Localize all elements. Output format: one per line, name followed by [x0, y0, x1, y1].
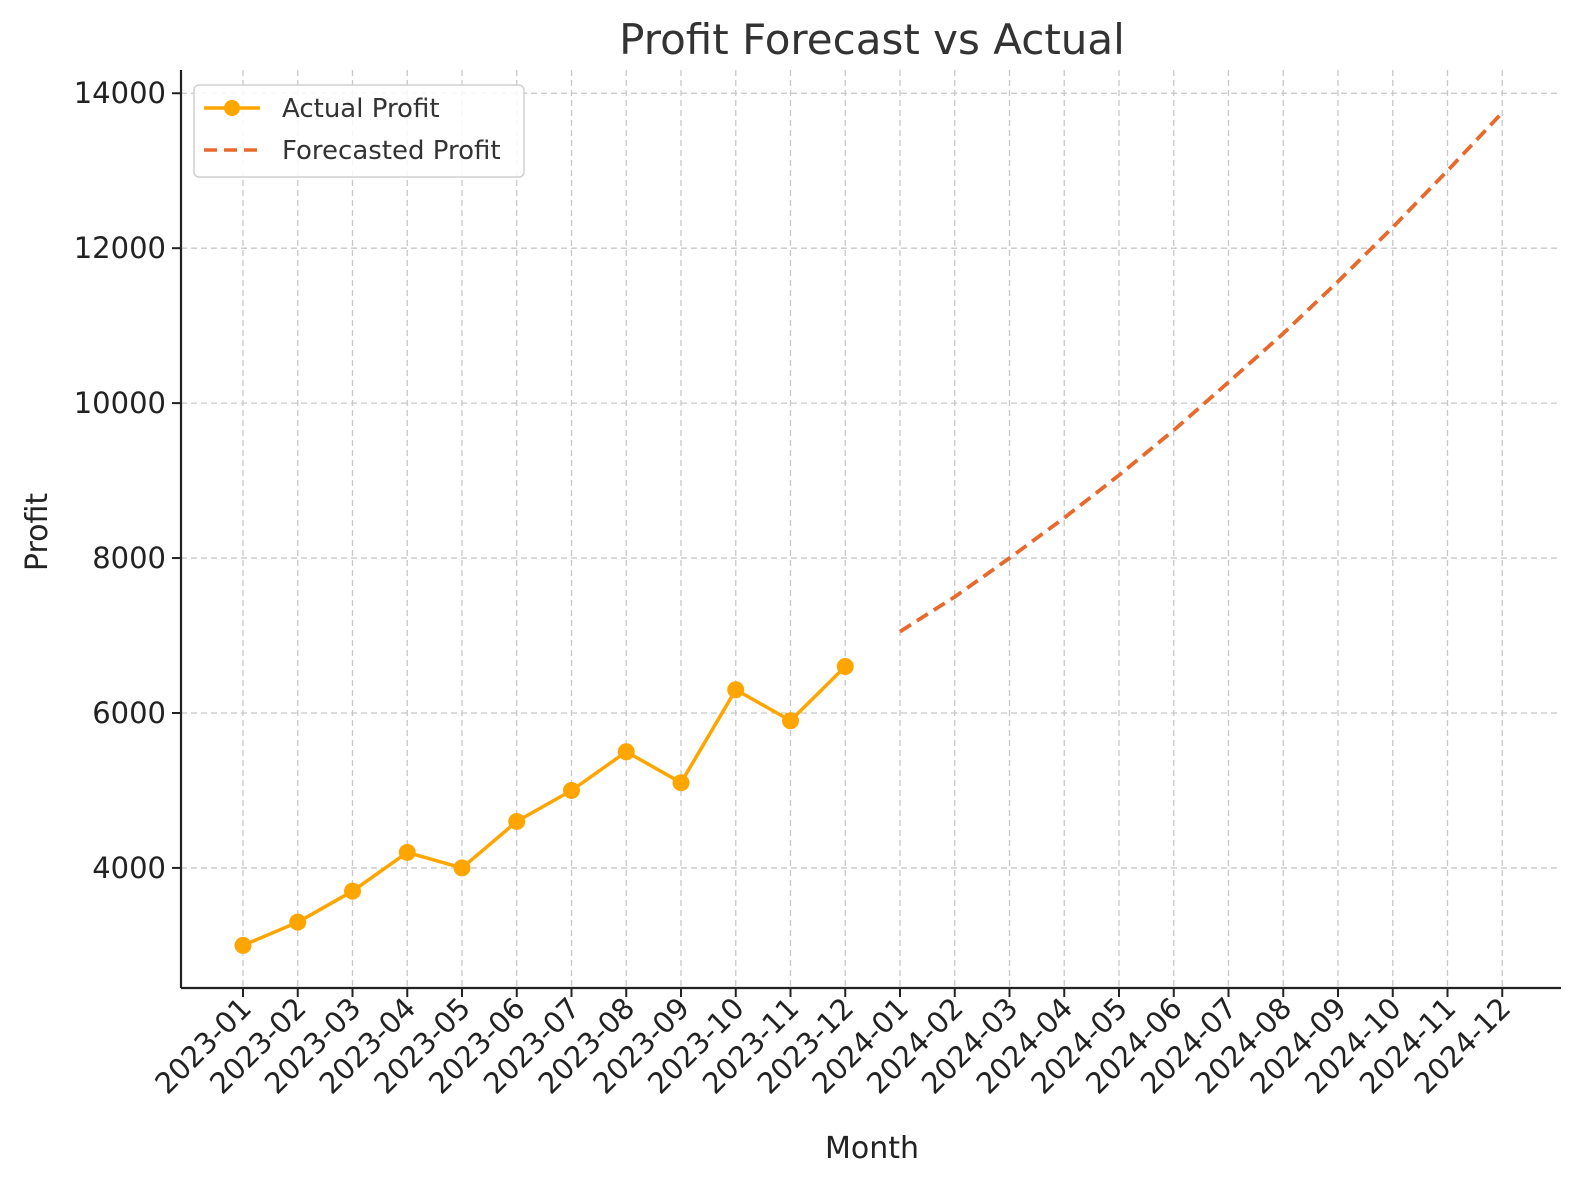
series-line-1 — [242, 665, 847, 948]
data-point — [398, 843, 416, 861]
y-tick-label: 10000 — [74, 386, 166, 420]
data-point — [617, 743, 635, 761]
x-axis-label: Month — [825, 1131, 919, 1166]
data-point — [672, 774, 690, 792]
legend-label-1: Actual Profit — [282, 94, 440, 124]
y-tick-label: 4000 — [92, 851, 166, 885]
data-point — [234, 936, 252, 954]
series-layer — [234, 111, 1504, 954]
y-tick-label: 8000 — [92, 541, 166, 575]
legend: Actual Profit Forecasted Profit — [193, 84, 525, 178]
data-point — [727, 681, 745, 699]
data-point — [344, 882, 361, 900]
data-point — [836, 658, 854, 676]
legend-label-2: Forecasted Profit — [282, 136, 501, 166]
data-point — [289, 913, 307, 931]
y-tick-label: 6000 — [92, 696, 166, 730]
tick-labels: 2023-012023-022023-032023-042023-052023-… — [74, 76, 1517, 1100]
data-point — [453, 859, 471, 877]
data-point — [782, 712, 799, 730]
legend-box — [193, 84, 525, 178]
y-tick-label: 14000 — [74, 76, 166, 110]
y-axis-label: Profit — [20, 493, 55, 571]
chart-title: Profit Forecast vs Actual — [619, 15, 1125, 64]
gridlines — [181, 70, 1561, 988]
legend-marker — [224, 100, 240, 116]
data-point — [563, 781, 580, 799]
data-point — [508, 812, 526, 830]
axes — [172, 70, 1561, 997]
series-line-2 — [898, 111, 1504, 634]
y-tick-label: 12000 — [74, 231, 166, 265]
